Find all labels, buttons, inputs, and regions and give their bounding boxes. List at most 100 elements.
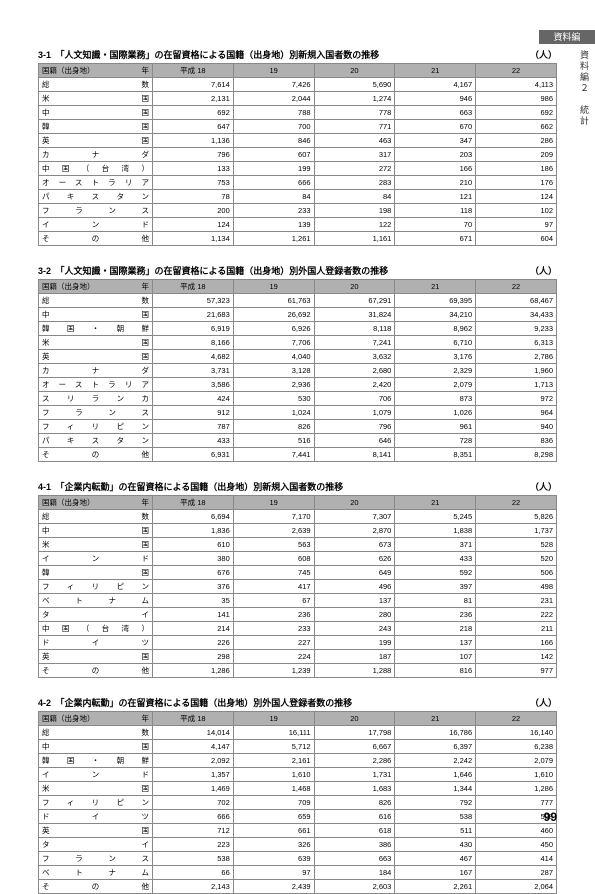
cell-value: 463 [314, 134, 395, 148]
cell-value: 84 [314, 190, 395, 204]
year-header: 21 [395, 64, 476, 78]
cell-value: 7,441 [233, 448, 314, 462]
cell-value: 17,798 [314, 726, 395, 740]
row-header-label: 国籍（出身地）年 [39, 64, 153, 78]
cell-value: 771 [314, 120, 395, 134]
cell-value: 787 [152, 420, 233, 434]
cell-value: 673 [314, 538, 395, 552]
table-row: フランス200233198118102 [39, 204, 557, 218]
table-block-0: 3-1 「人文知識・国際業務」の在留資格による国籍（出身地）別新規入国者数の推移… [38, 48, 557, 246]
cell-value: 2,329 [395, 364, 476, 378]
cell-value: 386 [314, 838, 395, 852]
cell-value: 137 [314, 594, 395, 608]
cell-value: 397 [395, 580, 476, 594]
cell-value: 1,610 [233, 768, 314, 782]
cell-value: 1,261 [233, 232, 314, 246]
row-label: その他 [39, 664, 153, 678]
cell-value: 7,307 [314, 510, 395, 524]
cell-value: 70 [395, 218, 476, 232]
cell-value: 940 [476, 420, 557, 434]
cell-value: 16,786 [395, 726, 476, 740]
cell-value: 498 [476, 580, 557, 594]
year-header: 20 [314, 280, 395, 294]
table-caption-row: 3-2 「人文知識・国際業務」の在留資格による国籍（出身地）別外国人登録者数の推… [38, 264, 557, 277]
year-header: 20 [314, 64, 395, 78]
cell-value: 317 [314, 148, 395, 162]
table-caption: 3-1 「人文知識・国際業務」の在留資格による国籍（出身地）別新規入国者数の推移 [38, 48, 379, 61]
cell-value: 200 [152, 204, 233, 218]
cell-value: 222 [476, 608, 557, 622]
cell-value: 692 [152, 106, 233, 120]
cell-value: 121 [395, 190, 476, 204]
table-caption: 4-1 「企業内転勤」の在留資格による国籍（出身地）別新規入国者数の推移 [38, 480, 343, 493]
table-row: フィリピン376417496397498 [39, 580, 557, 594]
cell-value: 450 [476, 838, 557, 852]
cell-value: 1,136 [152, 134, 233, 148]
cell-value: 7,614 [152, 78, 233, 92]
cell-value: 2,143 [152, 880, 233, 894]
cell-value: 9,233 [476, 322, 557, 336]
cell-value: 6,397 [395, 740, 476, 754]
table-row: ドイツ666659616538508 [39, 810, 557, 824]
cell-value: 69,395 [395, 294, 476, 308]
cell-value: 1,274 [314, 92, 395, 106]
side-tab: 資料編 [539, 30, 595, 44]
cell-value: 433 [152, 434, 233, 448]
cell-value: 659 [233, 810, 314, 824]
year-header: 平成 18 [152, 64, 233, 78]
table-row: フィリピン702709826792777 [39, 796, 557, 810]
cell-value: 326 [233, 838, 314, 852]
table-row: 米国1,4691,4681,6831,3441,286 [39, 782, 557, 796]
cell-value: 272 [314, 162, 395, 176]
cell-value: 137 [395, 636, 476, 650]
table-caption-row: 4-2 「企業内転勤」の在留資格による国籍（出身地）別外国人登録者数の推移（人） [38, 696, 557, 709]
cell-value: 2,420 [314, 378, 395, 392]
cell-value: 166 [395, 162, 476, 176]
year-header: 20 [314, 496, 395, 510]
cell-value: 6,313 [476, 336, 557, 350]
cell-value: 433 [395, 552, 476, 566]
table-row: 韓国676745649592506 [39, 566, 557, 580]
row-label: フィリピン [39, 580, 153, 594]
cell-value: 563 [233, 538, 314, 552]
cell-value: 662 [476, 120, 557, 134]
cell-value: 218 [395, 622, 476, 636]
cell-value: 3,632 [314, 350, 395, 364]
cell-value: 873 [395, 392, 476, 406]
table-row: インド1241391227097 [39, 218, 557, 232]
cell-value: 647 [152, 120, 233, 134]
cell-value: 211 [476, 622, 557, 636]
table-row: フランス538639663467414 [39, 852, 557, 866]
row-label: その他 [39, 448, 153, 462]
cell-value: 1,737 [476, 524, 557, 538]
year-header: 21 [395, 712, 476, 726]
row-label: タイ [39, 608, 153, 622]
cell-value: 778 [314, 106, 395, 120]
cell-value: 7,241 [314, 336, 395, 350]
table-caption: 3-2 「人文知識・国際業務」の在留資格による国籍（出身地）別外国人登録者数の推… [38, 264, 388, 277]
row-header-label: 国籍（出身地）年 [39, 712, 153, 726]
cell-value: 1,646 [395, 768, 476, 782]
cell-value: 1,286 [152, 664, 233, 678]
cell-value: 496 [314, 580, 395, 594]
table-row: フランス9121,0241,0791,026964 [39, 406, 557, 420]
cell-value: 107 [395, 650, 476, 664]
cell-value: 2,286 [314, 754, 395, 768]
cell-value: 2,870 [314, 524, 395, 538]
cell-value: 142 [476, 650, 557, 664]
cell-value: 67,291 [314, 294, 395, 308]
cell-value: 467 [395, 852, 476, 866]
table-row: 韓国647700771670662 [39, 120, 557, 134]
table-caption-row: 3-1 「人文知識・国際業務」の在留資格による国籍（出身地）別新規入国者数の推移… [38, 48, 557, 61]
cell-value: 8,118 [314, 322, 395, 336]
cell-value: 414 [476, 852, 557, 866]
row-label: パキスタン [39, 190, 153, 204]
cell-value: 122 [314, 218, 395, 232]
cell-value: 16,111 [233, 726, 314, 740]
cell-value: 607 [233, 148, 314, 162]
table-unit: （人） [530, 696, 557, 709]
table-caption-row: 4-1 「企業内転勤」の在留資格による国籍（出身地）別新規入国者数の推移（人） [38, 480, 557, 493]
row-label: ドイツ [39, 636, 153, 650]
row-label: フィリピン [39, 420, 153, 434]
row-label: 総数 [39, 726, 153, 740]
